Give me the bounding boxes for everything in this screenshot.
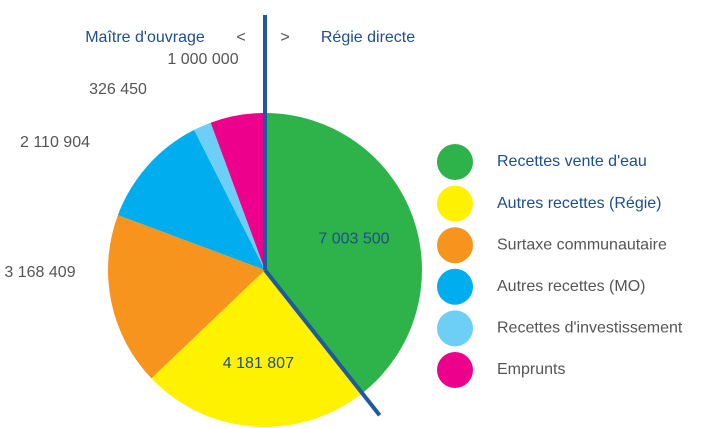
legend-label: Autres recettes (MO) bbox=[497, 278, 645, 295]
legend-label: Autres recettes (Régie) bbox=[497, 195, 662, 212]
legend-swatch bbox=[437, 227, 473, 264]
legend-label: Surtaxe communautaire bbox=[497, 236, 667, 253]
pie-slice bbox=[151, 270, 363, 428]
legend-swatch bbox=[437, 310, 473, 347]
pie-slice bbox=[117, 129, 265, 270]
data-label: 4 181 807 bbox=[223, 355, 294, 372]
legend-label: Emprunts bbox=[497, 361, 565, 378]
data-label: 326 450 bbox=[89, 81, 147, 98]
data-label: 1 000 000 bbox=[167, 51, 238, 68]
header-left: Maître d'ouvrage bbox=[85, 29, 205, 46]
legend-swatch bbox=[437, 144, 473, 180]
pie-slice bbox=[194, 122, 265, 271]
divider-lower bbox=[263, 268, 382, 417]
legend-swatch bbox=[437, 352, 473, 388]
legend-label: Recettes vente d'eau bbox=[497, 153, 647, 170]
pie-slice bbox=[265, 113, 423, 394]
header-right: Régie directe bbox=[321, 29, 415, 46]
legend-swatch bbox=[437, 185, 473, 222]
pie-slice bbox=[107, 215, 265, 379]
data-label: 3 168 409 bbox=[4, 264, 75, 281]
header-right-sign: > bbox=[280, 29, 289, 46]
pie-slice bbox=[210, 113, 265, 270]
legend-label: Recettes d'investissement bbox=[497, 320, 683, 337]
data-label: 7 003 500 bbox=[318, 230, 389, 247]
header-left-sign: < bbox=[236, 29, 245, 46]
pie bbox=[107, 113, 423, 428]
legend-swatch bbox=[437, 268, 473, 305]
data-label: 2 110 904 bbox=[20, 134, 90, 151]
